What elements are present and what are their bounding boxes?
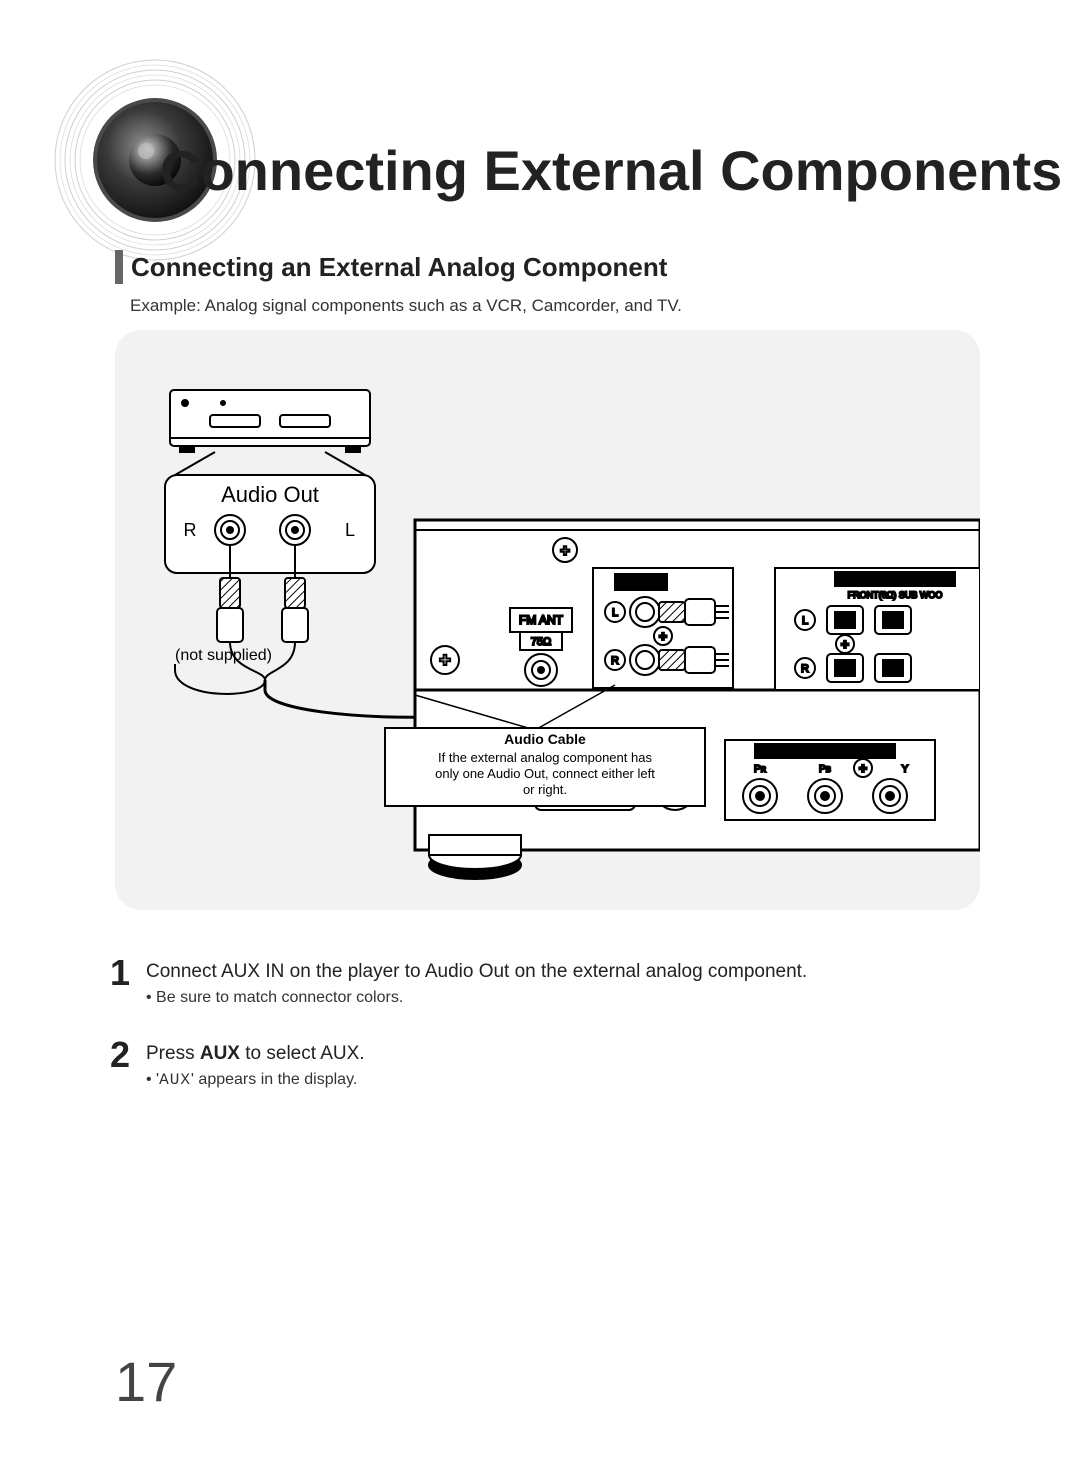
svg-text:✚: ✚ <box>859 764 867 775</box>
svg-text:✚: ✚ <box>439 652 451 668</box>
manual-page: Connecting External Components Connectin… <box>0 0 1080 1474</box>
svg-text:R: R <box>611 655 619 667</box>
connection-diagram: Audio Out R L <box>115 330 980 910</box>
step-1-text: Connect AUX IN on the player to Audio Ou… <box>146 961 807 983</box>
component-out-label: COMPONENT OUT <box>781 747 870 758</box>
svg-text:L: L <box>612 607 618 619</box>
svg-text:✚: ✚ <box>560 544 570 558</box>
section-heading: Connecting an External Analog Component <box>115 250 687 284</box>
svg-text:✚: ✚ <box>841 640 849 651</box>
not-supplied-label: (not supplied) <box>175 647 272 664</box>
audio-out-panel: Audio Out R L <box>165 475 375 573</box>
step-2: 2 Press AUX to select AUX. 'AUX' appears… <box>110 1037 970 1089</box>
svg-text:Y: Y <box>902 764 909 775</box>
step-2-part2: to select AUX. <box>240 1043 365 1064</box>
svg-text:L: L <box>802 615 808 627</box>
step-number: 1 <box>110 955 146 991</box>
external-component-icon <box>170 390 370 475</box>
callout-title: Audio Cable <box>504 731 586 747</box>
callout-body1: If the external analog component has <box>438 750 652 765</box>
step-2-sub: 'AUX' appears in the display. <box>146 1071 365 1089</box>
step-2-part0: Press <box>146 1043 200 1064</box>
callout-body3: or right. <box>523 782 567 797</box>
svg-text:Pʀ: Pʀ <box>754 764 767 775</box>
steps-list: 1 Connect AUX IN on the player to Audio … <box>110 955 970 1119</box>
audio-out-label: Audio Out <box>221 482 319 507</box>
player-rear-panel: ✚ ✚ FM ANT 75Ω AUX IN L <box>415 520 980 879</box>
step-number: 2 <box>110 1037 146 1073</box>
example-line: Example: Analog signal components such a… <box>130 296 682 316</box>
audio-out-l: L <box>345 520 355 540</box>
audio-out-r: R <box>184 520 197 540</box>
aux-in-label: AUX IN <box>623 577 660 589</box>
svg-text:R: R <box>801 663 809 675</box>
section-accent-bar <box>115 250 123 284</box>
svg-text:Pʙ: Pʙ <box>819 764 831 775</box>
section-title-text: Connecting an External Analog Component <box>131 252 687 283</box>
front-sub-label: FRONT(6Ω) SUB WOO <box>848 590 943 600</box>
callout-body2: only one Audio Out, connect either left <box>435 766 655 781</box>
speakers-out-label: SPEAKERS OUT <box>856 575 934 586</box>
page-number: 17 <box>115 1349 177 1414</box>
fm-ohm-label: 75Ω <box>531 636 551 648</box>
fm-ant-label: FM ANT <box>519 613 564 627</box>
svg-text:✚: ✚ <box>659 632 667 643</box>
step-1: 1 Connect AUX IN on the player to Audio … <box>110 955 970 1007</box>
step-2-text: Press AUX to select AUX. <box>146 1043 365 1065</box>
step-1-sub: Be sure to match connector colors. <box>146 989 807 1007</box>
page-title: Connecting External Components <box>160 138 1062 203</box>
step-2-bold: AUX <box>200 1043 240 1064</box>
